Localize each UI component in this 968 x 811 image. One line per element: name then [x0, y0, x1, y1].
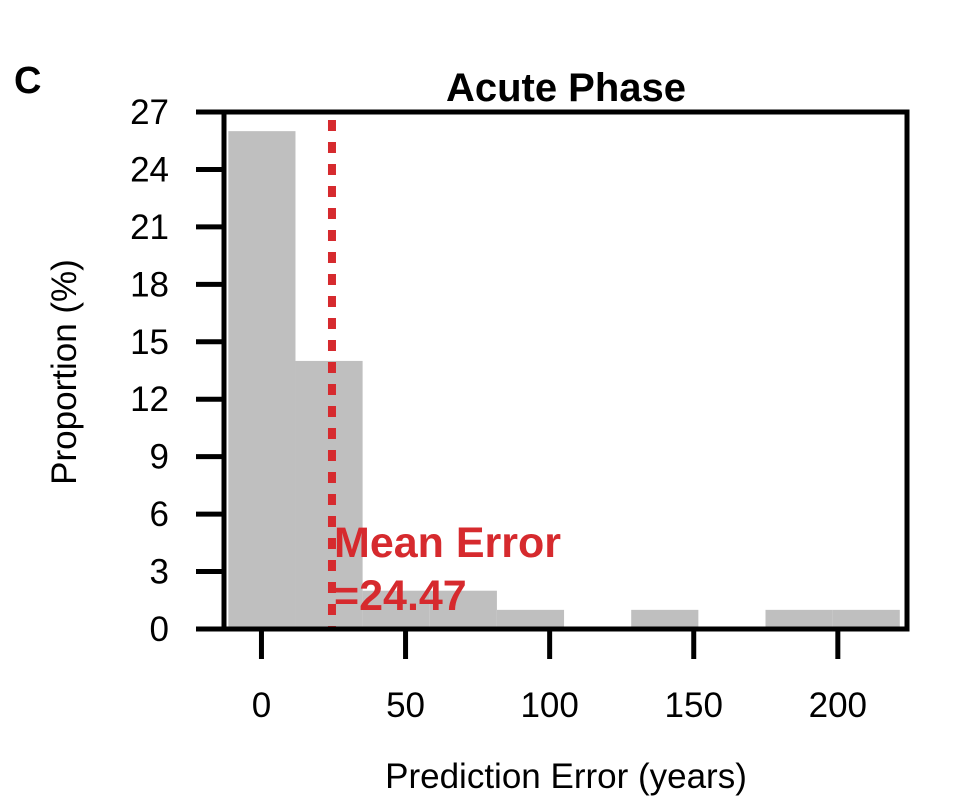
x-axis: 0 50 100 150 200 — [252, 629, 867, 725]
y-axis: 0 3 6 9 12 15 18 21 24 27 — [130, 93, 224, 649]
bars-group — [228, 131, 900, 630]
mean-error-annotation-value: =24.47 — [334, 572, 467, 620]
chart-title: Acute Phase — [446, 66, 686, 110]
x-axis-label: Prediction Error (years) — [385, 757, 747, 796]
y-tick-label: 0 — [150, 610, 169, 649]
y-tick-label: 12 — [130, 380, 169, 419]
y-tick-label: 3 — [150, 553, 169, 592]
y-tick-label: 6 — [150, 495, 169, 534]
y-tick-label: 27 — [130, 93, 169, 132]
plot-frame — [221, 109, 910, 632]
x-tick-label: 0 — [252, 686, 271, 725]
histogram-bar — [429, 590, 497, 629]
y-tick-label: 15 — [130, 323, 169, 362]
histogram-bar — [631, 609, 699, 629]
y-axis-label: Proportion (%) — [45, 259, 84, 485]
x-tick-label: 200 — [809, 686, 867, 725]
x-tick-label: 150 — [665, 686, 723, 725]
y-tick-label: 9 — [150, 438, 169, 477]
y-tick-label: 21 — [130, 208, 169, 247]
mean-error-annotation-label: Mean Error — [334, 519, 561, 567]
x-tick-label: 100 — [520, 686, 578, 725]
y-tick-label: 24 — [130, 150, 169, 189]
histogram-bar — [765, 609, 833, 629]
panel-label: C — [14, 60, 41, 102]
histogram-bar — [228, 131, 296, 630]
histogram-bar — [832, 609, 900, 629]
histogram-bar — [362, 590, 430, 629]
y-tick-label: 18 — [130, 265, 169, 304]
x-tick-label: 50 — [386, 686, 425, 725]
histogram-bar — [496, 609, 565, 629]
